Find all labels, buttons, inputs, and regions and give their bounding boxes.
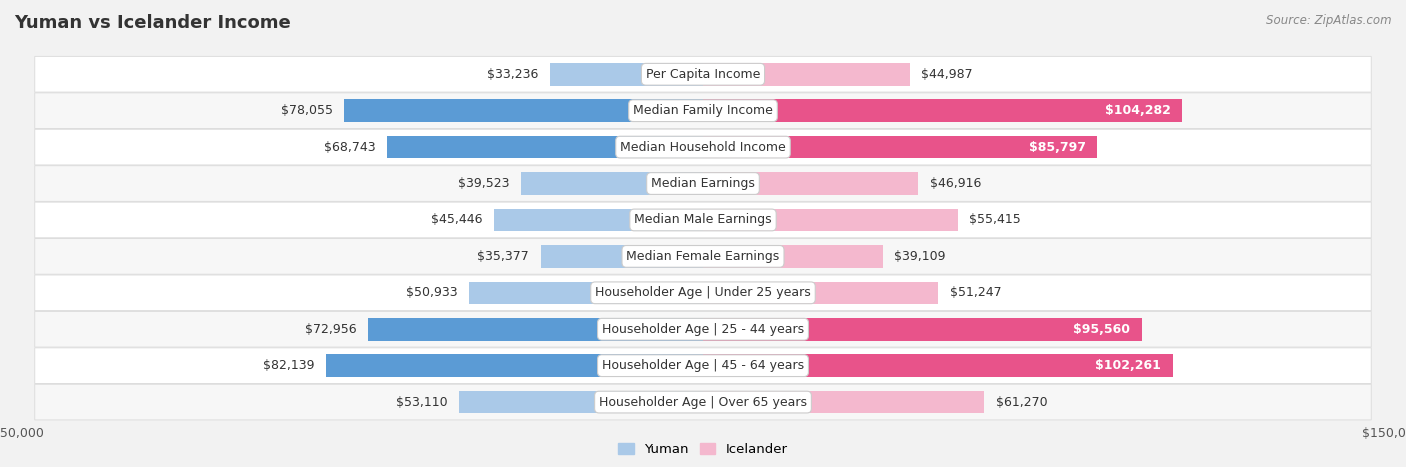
Text: $45,446: $45,446 bbox=[432, 213, 482, 226]
FancyBboxPatch shape bbox=[35, 275, 1371, 311]
Bar bbox=[387, 136, 703, 158]
Bar bbox=[703, 354, 1173, 377]
Text: $50,933: $50,933 bbox=[406, 286, 457, 299]
Text: $33,236: $33,236 bbox=[488, 68, 538, 81]
Text: Median Household Income: Median Household Income bbox=[620, 141, 786, 154]
Text: Median Earnings: Median Earnings bbox=[651, 177, 755, 190]
Text: $68,743: $68,743 bbox=[325, 141, 375, 154]
Text: $39,523: $39,523 bbox=[458, 177, 510, 190]
FancyBboxPatch shape bbox=[35, 348, 1371, 383]
Text: Source: ZipAtlas.com: Source: ZipAtlas.com bbox=[1267, 14, 1392, 27]
Bar bbox=[703, 136, 1097, 158]
Text: $82,139: $82,139 bbox=[263, 359, 315, 372]
Text: $72,956: $72,956 bbox=[305, 323, 357, 336]
Text: Householder Age | Under 25 years: Householder Age | Under 25 years bbox=[595, 286, 811, 299]
Text: $61,270: $61,270 bbox=[995, 396, 1047, 409]
Text: Householder Age | 45 - 64 years: Householder Age | 45 - 64 years bbox=[602, 359, 804, 372]
Text: Householder Age | 25 - 44 years: Householder Age | 25 - 44 years bbox=[602, 323, 804, 336]
FancyBboxPatch shape bbox=[35, 93, 1371, 128]
Bar bbox=[326, 354, 703, 377]
Text: Per Capita Income: Per Capita Income bbox=[645, 68, 761, 81]
FancyBboxPatch shape bbox=[35, 384, 1371, 420]
Text: $104,282: $104,282 bbox=[1105, 104, 1170, 117]
FancyBboxPatch shape bbox=[35, 129, 1371, 165]
Bar bbox=[495, 209, 703, 231]
Text: $102,261: $102,261 bbox=[1095, 359, 1161, 372]
Bar bbox=[703, 245, 883, 268]
FancyBboxPatch shape bbox=[35, 202, 1371, 238]
Bar bbox=[550, 63, 703, 85]
Text: $53,110: $53,110 bbox=[396, 396, 447, 409]
Bar bbox=[703, 282, 938, 304]
Bar bbox=[522, 172, 703, 195]
Text: Median Male Earnings: Median Male Earnings bbox=[634, 213, 772, 226]
Text: $46,916: $46,916 bbox=[929, 177, 981, 190]
FancyBboxPatch shape bbox=[35, 57, 1371, 92]
Bar bbox=[703, 63, 910, 85]
Bar bbox=[368, 318, 703, 340]
Text: $35,377: $35,377 bbox=[477, 250, 529, 263]
Text: $78,055: $78,055 bbox=[281, 104, 333, 117]
Bar bbox=[540, 245, 703, 268]
Text: $55,415: $55,415 bbox=[969, 213, 1021, 226]
Bar bbox=[460, 391, 703, 413]
FancyBboxPatch shape bbox=[35, 166, 1371, 201]
FancyBboxPatch shape bbox=[35, 239, 1371, 274]
Text: Median Female Earnings: Median Female Earnings bbox=[627, 250, 779, 263]
FancyBboxPatch shape bbox=[35, 311, 1371, 347]
Text: $39,109: $39,109 bbox=[894, 250, 946, 263]
Text: $44,987: $44,987 bbox=[921, 68, 973, 81]
Text: $95,560: $95,560 bbox=[1073, 323, 1130, 336]
Text: Householder Age | Over 65 years: Householder Age | Over 65 years bbox=[599, 396, 807, 409]
Bar bbox=[470, 282, 703, 304]
Text: Yuman vs Icelander Income: Yuman vs Icelander Income bbox=[14, 14, 291, 32]
Text: Median Family Income: Median Family Income bbox=[633, 104, 773, 117]
Bar bbox=[703, 172, 918, 195]
Text: $51,247: $51,247 bbox=[950, 286, 1001, 299]
Legend: Yuman, Icelander: Yuman, Icelander bbox=[613, 438, 793, 461]
Bar bbox=[703, 209, 957, 231]
Bar bbox=[344, 99, 703, 122]
Bar bbox=[703, 391, 984, 413]
Bar bbox=[703, 318, 1142, 340]
Text: $85,797: $85,797 bbox=[1029, 141, 1085, 154]
Bar bbox=[703, 99, 1182, 122]
